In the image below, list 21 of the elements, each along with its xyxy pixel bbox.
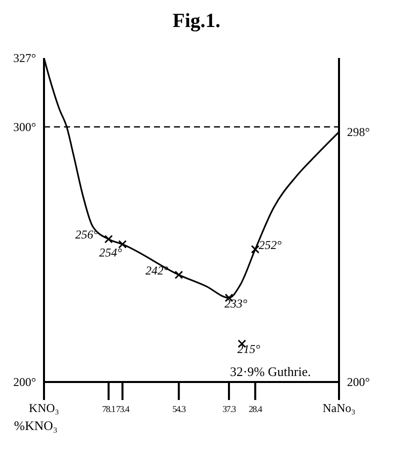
x-tick-label: 37.3	[222, 404, 237, 414]
data-label: 242°	[145, 263, 168, 278]
x-axis-title: %KNO₃	[14, 418, 58, 434]
x-tick-label: NaNo₃	[322, 401, 356, 415]
y2-tick-label: 200°	[347, 375, 370, 389]
data-label: 233°	[224, 296, 248, 310]
y-tick-label: 200°	[13, 375, 36, 389]
data-label: 254°	[99, 246, 122, 260]
y2-tick-label: 298°	[347, 124, 370, 139]
x-tick-label: KNO₃	[28, 401, 60, 415]
annotation: 32·9% Guthrie.	[230, 364, 311, 380]
x-tick-label: 28.4	[248, 404, 263, 414]
x-tick-label: 78.1	[102, 404, 116, 414]
data-label: 252°	[258, 238, 282, 252]
y-tick-label: 300°	[13, 120, 36, 134]
data-label: 256°	[75, 228, 98, 242]
y-tick-label: 327°	[13, 51, 36, 65]
x-tick-label: 54.3	[172, 404, 186, 414]
chart-title: Fig.1.	[172, 10, 222, 33]
data-label: 215°	[237, 342, 260, 356]
x-tick-label: 73.4	[116, 404, 130, 414]
